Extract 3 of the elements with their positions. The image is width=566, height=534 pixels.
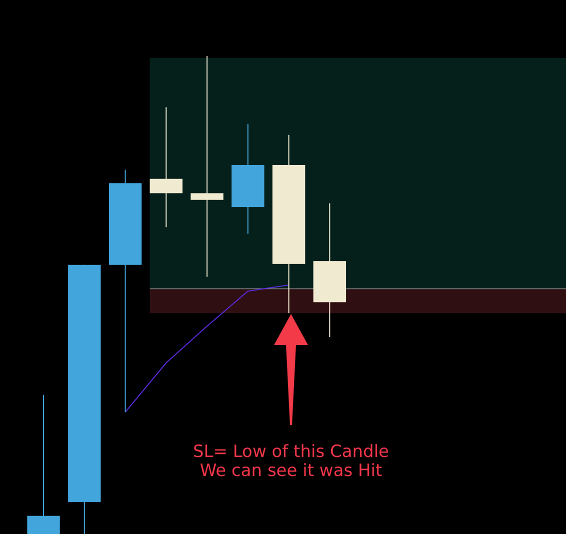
- candlestick: [190, 56, 224, 278]
- candlestick: [150, 106, 183, 228]
- annotation: SL= Low of this Candle We can see it was Hit: [192, 442, 390, 481]
